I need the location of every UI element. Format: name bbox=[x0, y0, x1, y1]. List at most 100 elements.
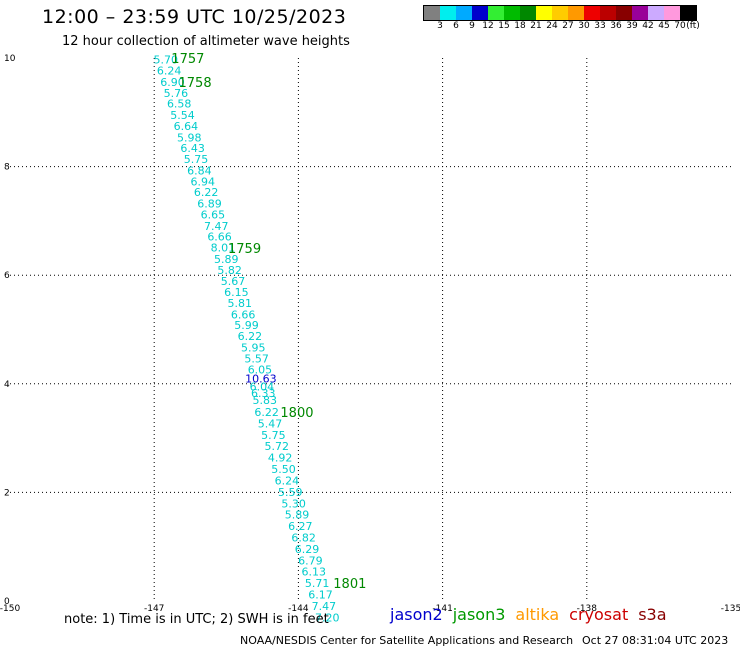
color-scale-label: 36 bbox=[610, 21, 622, 31]
wave-height-point: 6.66 bbox=[231, 308, 256, 321]
wave-height-point: 7.47 bbox=[312, 600, 337, 613]
color-scale-label: 70 bbox=[674, 21, 686, 31]
wave-height-point: 7.20 bbox=[315, 611, 340, 624]
wave-height-point: 5.30 bbox=[281, 497, 306, 510]
wave-height-point: 6.22 bbox=[194, 186, 219, 199]
time-label: 1759 bbox=[228, 242, 261, 257]
wave-height-point: 6.89 bbox=[197, 198, 222, 211]
footer-note: note: 1) Time is in UTC; 2) SWH is in fe… bbox=[64, 612, 329, 627]
footer-credit: NOAA/NESDIS Center for Satellite Applica… bbox=[240, 634, 574, 647]
time-label: 1801 bbox=[333, 577, 366, 592]
time-label: 1800 bbox=[280, 406, 313, 421]
wave-height-point: 5.98 bbox=[177, 131, 202, 144]
wave-height-point: 5.89 bbox=[214, 253, 239, 266]
wave-height-point: 6.90 bbox=[160, 76, 185, 89]
wave-height-point: 6.82 bbox=[291, 531, 316, 544]
x-tick-label: -144 bbox=[288, 604, 309, 614]
color-scale-swatch bbox=[680, 6, 696, 20]
x-tick-label: -135 bbox=[721, 604, 740, 614]
color-scale-label: 39 bbox=[626, 21, 638, 31]
x-tick-label: -147 bbox=[144, 604, 164, 614]
color-scale-swatch bbox=[536, 6, 552, 20]
chart-title: 12:00 – 23:59 UTC 10/25/2023 bbox=[42, 6, 347, 28]
wave-height-point: 6.24 bbox=[275, 474, 300, 487]
color-scale-bar bbox=[423, 5, 697, 21]
chart-subtitle: 12 hour collection of altimeter wave hei… bbox=[62, 34, 350, 49]
wave-height-point: 5.67 bbox=[221, 275, 246, 288]
color-scale-swatch bbox=[504, 6, 520, 20]
color-scale-swatch bbox=[616, 6, 632, 20]
color-scale-label: 42 bbox=[642, 21, 654, 31]
y-tick-label: 8 bbox=[4, 163, 10, 173]
satellite-legend-item: altika bbox=[515, 605, 560, 624]
color-scale-swatch bbox=[456, 6, 472, 20]
x-tick-label: -141 bbox=[432, 604, 452, 614]
y-tick-label: 4 bbox=[4, 380, 10, 390]
satellite-legend-item: jason2 bbox=[390, 605, 443, 624]
color-scale-label: 15 bbox=[498, 21, 510, 31]
wave-height-point: 6.27 bbox=[288, 520, 313, 533]
wave-height-point: 5.89 bbox=[285, 509, 310, 522]
wave-height-point: 6.22 bbox=[238, 330, 263, 343]
color-scale-label: 3 bbox=[437, 21, 443, 31]
x-tick-label: -150 bbox=[0, 604, 20, 614]
color-scale-swatch bbox=[568, 6, 584, 20]
color-scale-swatch bbox=[664, 6, 680, 20]
wave-height-point: 5.54 bbox=[170, 109, 195, 122]
color-scale-label: 24 bbox=[546, 21, 558, 31]
color-scale-label: 30 bbox=[578, 21, 590, 31]
wave-height-point: 6.79 bbox=[298, 554, 323, 567]
footer-timestamp: Oct 27 08:31:04 UTC 2023 bbox=[582, 634, 729, 647]
wave-height-point: 6.24 bbox=[157, 64, 182, 77]
y-tick-label: 6 bbox=[4, 271, 10, 281]
wave-height-point: 6.84 bbox=[187, 164, 212, 177]
color-scale-swatch bbox=[440, 6, 456, 20]
color-scale-swatch bbox=[488, 6, 504, 20]
satellite-legend: jason2 jason3 altika cryosat s3a bbox=[390, 605, 677, 624]
wave-height-point: 10.63 bbox=[245, 372, 277, 385]
wave-height-point: 6.29 bbox=[295, 543, 320, 556]
time-label: 1758 bbox=[179, 76, 212, 91]
wave-height-point: 6.22 bbox=[254, 406, 279, 419]
wave-height-point: 5.81 bbox=[228, 297, 253, 310]
wave-height-point: 6.05 bbox=[248, 364, 273, 377]
wave-height-point: 6.94 bbox=[190, 175, 215, 188]
wave-height-point: 5.71 bbox=[305, 577, 330, 590]
color-scale-swatch bbox=[424, 6, 440, 20]
wave-height-point: 6.64 bbox=[174, 120, 199, 133]
wave-height-point: 5.99 bbox=[234, 319, 259, 332]
wave-height-point: 6.17 bbox=[308, 588, 333, 601]
color-scale-swatch bbox=[632, 6, 648, 20]
wave-height-point: 7.47 bbox=[204, 220, 229, 233]
wave-height-point: 5.75 bbox=[184, 153, 209, 166]
color-scale-label: 6 bbox=[453, 21, 459, 31]
satellite-legend-item: cryosat bbox=[569, 605, 629, 624]
wave-height-point: 5.70 bbox=[153, 54, 178, 67]
color-scale-label: 18 bbox=[514, 21, 526, 31]
color-scale-label: 45 bbox=[658, 21, 670, 31]
satellite-legend-item: s3a bbox=[638, 605, 667, 624]
y-tick-label: 2 bbox=[4, 488, 10, 498]
wave-height-point: 6.43 bbox=[180, 142, 205, 155]
color-scale-swatch bbox=[584, 6, 600, 20]
color-scale-swatch bbox=[472, 6, 488, 20]
satellite-legend-item: jason3 bbox=[452, 605, 506, 624]
color-scale-label: 27 bbox=[562, 21, 574, 31]
y-tick-label: 0 bbox=[4, 597, 10, 607]
color-scale-label: 21 bbox=[530, 21, 542, 31]
color-scale-labels: 3 6 9 12 15 18 21 24 27 30 33 36 39 42 45 70 (ft) bbox=[423, 21, 740, 33]
color-scale-swatch bbox=[648, 6, 664, 20]
y-tick-label: 10 bbox=[4, 54, 16, 64]
wave-height-point: 5.82 bbox=[217, 264, 242, 277]
color-scale-label: 33 bbox=[594, 21, 606, 31]
color-scale-label: 12 bbox=[482, 21, 494, 31]
wave-height-point: 5.83 bbox=[253, 394, 278, 407]
color-scale-unit: (ft) bbox=[686, 21, 700, 31]
color-scale-label: 9 bbox=[469, 21, 475, 31]
wave-height-point: 6.13 bbox=[302, 566, 327, 579]
color-scale-swatch bbox=[600, 6, 616, 20]
x-tick-label: -138 bbox=[577, 604, 598, 614]
color-scale-swatch bbox=[520, 6, 536, 20]
wave-height-point: 5.76 bbox=[164, 87, 189, 100]
wave-height-point: 5.59 bbox=[278, 486, 303, 499]
